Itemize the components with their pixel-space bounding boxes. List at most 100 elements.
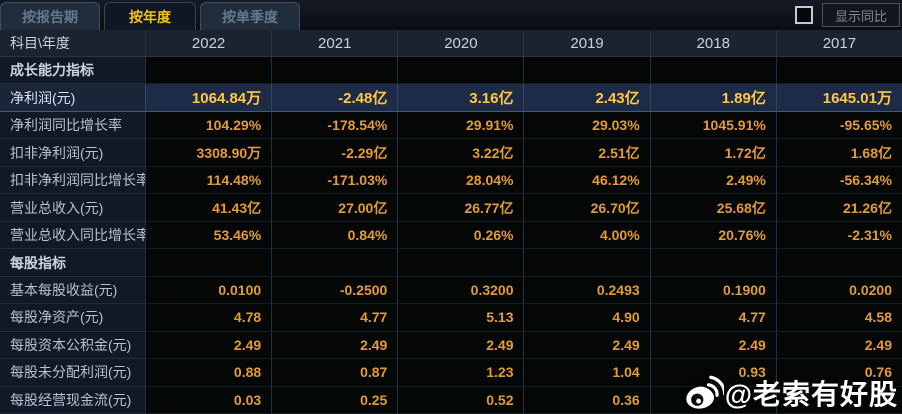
value-cell xyxy=(145,57,272,85)
year-header: 2017 xyxy=(775,30,902,56)
table-row[interactable]: 每股经营现金流(元) 0.03 0.25 0.52 0.36 xyxy=(0,386,902,414)
value-cell: 20.76% xyxy=(649,221,776,250)
value-cell: 0.26% xyxy=(397,221,524,250)
value-cell xyxy=(775,249,902,277)
value-cell xyxy=(271,249,398,277)
value-cell: 1064.84万 xyxy=(145,84,272,112)
tab-single-quarter[interactable]: 按单季度 xyxy=(200,2,300,30)
value-cell: 0.36 xyxy=(523,386,650,414)
table-row[interactable]: 扣非净利润(元) 3308.90万 -2.29亿 3.22亿 2.51亿 1.72亿 1.6… xyxy=(0,139,902,167)
value-cell: 28.04% xyxy=(397,166,524,195)
value-cell: 0.0100 xyxy=(145,276,272,305)
value-cell: 26.77亿 xyxy=(397,194,524,222)
value-cell: 3.16亿 xyxy=(397,84,524,112)
tab-report-period[interactable]: 按报告期 xyxy=(0,2,100,30)
value-cell xyxy=(271,57,398,85)
value-cell xyxy=(649,386,776,414)
value-cell: 1045.91% xyxy=(649,111,776,140)
table-row[interactable]: 净利润(元) 1064.84万 -2.48亿 3.16亿 2.43亿 1.89亿 1645.… xyxy=(0,84,902,112)
table-header-row: 科目\年度 2022 2021 2020 2019 2018 2017 xyxy=(0,30,902,57)
year-header: 2019 xyxy=(523,30,649,56)
row-label: 净利润(元) xyxy=(0,84,145,112)
value-cell: 0.0200 xyxy=(775,276,902,305)
value-cell: 1.04 xyxy=(523,359,650,387)
value-cell: 26.70亿 xyxy=(523,194,650,222)
row-label: 营业总收入(元) xyxy=(0,194,145,222)
row-label: 每股未分配利润(元) xyxy=(0,359,145,387)
value-cell xyxy=(775,386,902,414)
value-cell: 27.00亿 xyxy=(271,194,398,222)
table-row[interactable]: 基本每股收益(元) 0.0100 -0.2500 0.3200 0.2493 0.1900… xyxy=(0,276,902,305)
show-yoy-label[interactable]: 显示同比 xyxy=(821,3,900,27)
value-cell: 3308.90万 xyxy=(145,139,272,167)
year-header: 2022 xyxy=(145,30,271,56)
tab-bar: 按报告期 按年度 按单季度 显示同比 xyxy=(0,0,902,30)
table-row[interactable]: 每股未分配利润(元) 0.88 0.87 1.23 1.04 0.93 0.76 xyxy=(0,359,902,387)
year-header: 2020 xyxy=(397,30,523,56)
value-cell: 41.43亿 xyxy=(145,194,272,222)
row-label: 扣非净利润同比增长率 xyxy=(0,166,145,195)
value-cell: 4.58 xyxy=(775,304,902,332)
value-cell: -95.65% xyxy=(775,111,902,140)
section-row[interactable]: 每股指标 xyxy=(0,249,902,277)
value-cell xyxy=(145,249,272,277)
value-cell: 2.43亿 xyxy=(523,84,650,112)
value-cell: 5.13 xyxy=(397,304,524,332)
table-row[interactable]: 每股净资产(元) 4.78 4.77 5.13 4.90 4.77 4.58 xyxy=(0,304,902,332)
value-cell: 0.93 xyxy=(649,359,776,387)
table-row[interactable]: 营业总收入(元) 41.43亿 27.00亿 26.77亿 26.70亿 25.68亿 21… xyxy=(0,194,902,222)
corner-header: 科目\年度 xyxy=(10,35,70,51)
value-cell: -56.34% xyxy=(775,166,902,195)
value-cell: 0.25 xyxy=(271,386,398,414)
value-cell: 0.1900 xyxy=(649,276,776,305)
value-cell: -171.03% xyxy=(271,166,398,195)
value-cell: 29.91% xyxy=(397,111,524,140)
year-header: 2021 xyxy=(271,30,397,56)
row-label: 基本每股收益(元) xyxy=(0,276,145,305)
value-cell: 0.2493 xyxy=(523,276,650,305)
value-cell: 114.48% xyxy=(145,166,272,195)
value-cell: 0.03 xyxy=(145,386,272,414)
table-row[interactable]: 每股资本公积金(元) 2.49 2.49 2.49 2.49 2.49 2.49 xyxy=(0,331,902,360)
table-row[interactable]: 营业总收入同比增长率 53.46% 0.84% 0.26% 4.00% 20.76% -2.… xyxy=(0,221,902,250)
value-cell xyxy=(397,57,524,85)
value-cell: -2.29亿 xyxy=(271,139,398,167)
row-label: 营业总收入同比增长率 xyxy=(0,221,145,250)
value-cell: 0.84% xyxy=(271,221,398,250)
value-cell: 0.52 xyxy=(397,386,524,414)
year-header: 2018 xyxy=(649,30,776,56)
value-cell: 29.03% xyxy=(523,111,650,140)
financial-table: 科目\年度 2022 2021 2020 2019 2018 2017 成长能力指标 净利润… xyxy=(0,30,902,414)
row-label: 净利润同比增长率 xyxy=(0,111,145,140)
value-cell: 1.23 xyxy=(397,359,524,387)
row-label: 每股净资产(元) xyxy=(0,304,145,332)
value-cell: 1645.01万 xyxy=(775,84,902,112)
value-cell xyxy=(523,57,650,85)
value-cell: 2.51亿 xyxy=(523,139,650,167)
section-row[interactable]: 成长能力指标 xyxy=(0,57,902,85)
tab-annual[interactable]: 按年度 xyxy=(104,2,196,30)
show-yoy-checkbox[interactable] xyxy=(794,6,813,24)
value-cell: -2.31% xyxy=(775,221,902,250)
value-cell: 2.49 xyxy=(271,331,398,360)
table-row[interactable]: 扣非净利润同比增长率 114.48% -171.03% 28.04% 46.12% 2.4… xyxy=(0,166,902,195)
value-cell: 2.49 xyxy=(649,331,776,360)
value-cell: 4.77 xyxy=(649,304,776,332)
value-cell: 3.22亿 xyxy=(397,139,524,167)
value-cell: -178.54% xyxy=(271,111,398,140)
value-cell: 4.90 xyxy=(523,304,650,332)
value-cell: 53.46% xyxy=(145,221,272,250)
value-cell: 1.68亿 xyxy=(775,139,902,167)
value-cell: 0.3200 xyxy=(397,276,524,305)
table-row[interactable]: 净利润同比增长率 104.29% -178.54% 29.91% 29.03% 1045.… xyxy=(0,111,902,140)
value-cell: 0.87 xyxy=(271,359,398,387)
row-label: 每股指标 xyxy=(0,249,145,277)
value-cell: 4.78 xyxy=(145,304,272,332)
value-cell xyxy=(397,249,524,277)
value-cell: 2.49% xyxy=(649,166,776,195)
value-cell xyxy=(649,57,776,85)
value-cell xyxy=(775,57,902,85)
value-cell: 21.26亿 xyxy=(775,194,902,222)
value-cell: -0.2500 xyxy=(271,276,398,305)
row-label: 扣非净利润(元) xyxy=(0,139,145,167)
